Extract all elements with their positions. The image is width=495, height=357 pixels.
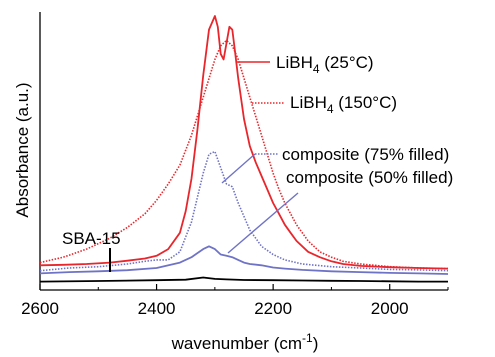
legend-leader-2 (221, 153, 256, 184)
series-line-0 (39, 15, 449, 270)
series-line-2 (39, 150, 449, 272)
axes (39, 12, 448, 291)
y-axis-title: Absorbance (a.u.) (13, 82, 32, 217)
legend-label-3: composite (50% filled) (286, 168, 453, 187)
x-axis-title-close: ) (313, 334, 319, 353)
series-line-1 (39, 39, 449, 270)
series-line-3 (39, 245, 449, 275)
series-layer (39, 15, 449, 283)
series-line-4 (39, 276, 448, 283)
legend-label-2: composite (75% filled) (282, 145, 449, 164)
x-ticks: 2600 2400 2200 2000 (21, 284, 449, 318)
x-tick-label-2400: 2400 (138, 299, 176, 318)
legend-label-4: SBA-15 (62, 229, 121, 248)
x-tick-label-2200: 2200 (254, 299, 292, 318)
x-axis-title: wavenumber (cm-1) (171, 331, 319, 353)
x-tick-label-2000: 2000 (371, 299, 409, 318)
legend-label-1: LiBH4 (150°C) (290, 93, 397, 116)
legend-label-0: LiBH4 (25°C) (276, 53, 374, 76)
x-axis-title-sup: -1 (302, 331, 313, 345)
legend-leader-3 (227, 192, 299, 254)
x-tick-label-2600: 2600 (21, 299, 59, 318)
annotations: LiBH4 (25°C) LiBH4 (150°C) composite (75% … (62, 53, 453, 272)
x-axis-title-main: wavenumber (cm (171, 334, 302, 353)
